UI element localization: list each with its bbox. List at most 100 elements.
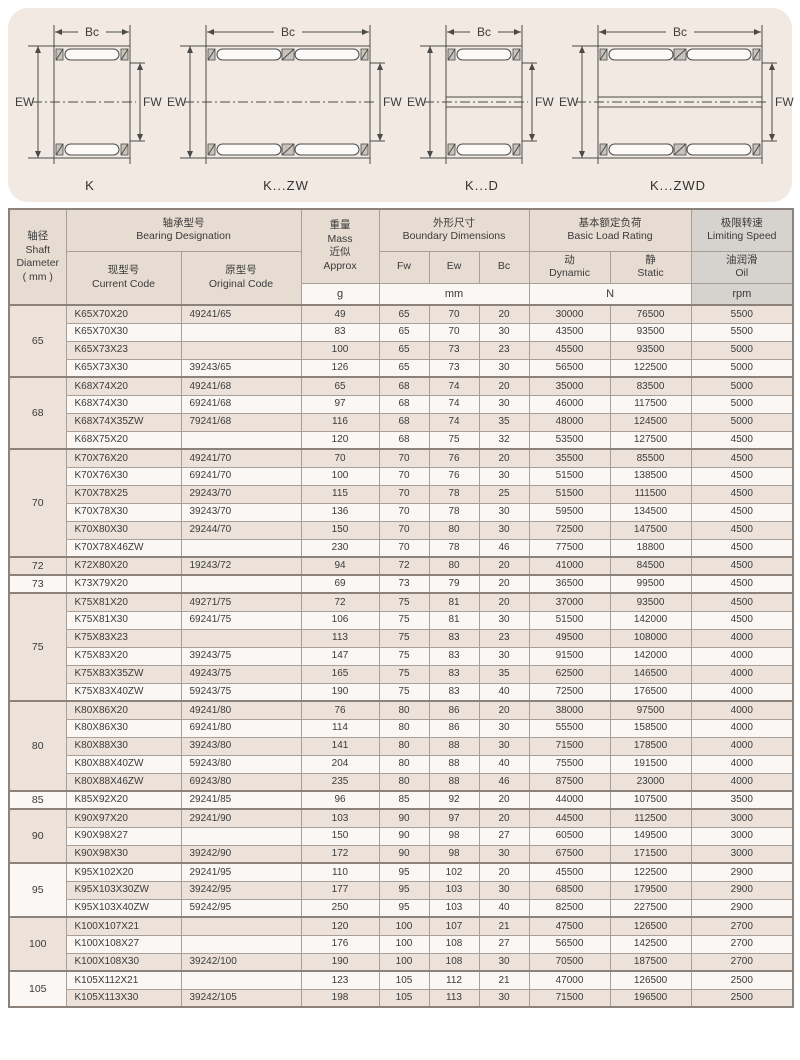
cell-current-code: K90X98X27 <box>65 826 182 846</box>
load-header-en: Basic Load Rating <box>567 230 653 243</box>
cell-current-code: K100X108X27 <box>65 934 182 954</box>
dims-header-en: Boundary Dimensions <box>402 230 506 243</box>
cell-mass: 177 <box>300 880 380 900</box>
cell-static-load: 142000 <box>609 646 692 666</box>
cell-original-code: 39242/105 <box>180 988 302 1008</box>
table-row: 72 K72X80X20 19243/72 94 72 80 20 41000 84500 450… <box>8 556 794 576</box>
cell-bc: 30 <box>478 844 530 864</box>
cell-bc: 25 <box>478 484 530 504</box>
table-row: 95 K95X102X20 29241/95 110 95 102 20 45500 12250… <box>8 862 794 918</box>
unit-mass: g <box>300 282 380 306</box>
cell-shaft-diameter: 90 <box>8 808 67 864</box>
cell-bc: 30 <box>478 988 530 1008</box>
cell-dynamic-load: 48000 <box>528 412 611 432</box>
bearing-spec-table: 轴径 Shaft Diameter ( mm ) 轴承型号 Bearing De… <box>8 208 795 1009</box>
cell-oil-speed: 4000 <box>690 664 794 684</box>
shaft-header-en2: Diameter <box>16 257 60 270</box>
cell-bc: 30 <box>478 502 530 522</box>
table-row: K80X88X46ZW 69243/80 235 80 88 46 87500 23000 40… <box>9 772 794 792</box>
cell-current-code: K65X73X23 <box>65 340 182 360</box>
cell-current-code: K90X97X20 <box>65 808 182 828</box>
cell-original-code: 39243/70 <box>180 502 302 522</box>
cell-ew: 113 <box>428 988 480 1008</box>
cell-oil-speed: 4500 <box>690 538 794 558</box>
cell-bc: 30 <box>478 358 530 378</box>
diagram-label: K <box>85 177 95 193</box>
bearing-diagram-KZW: Bc EW FW K...ZW <box>166 20 406 193</box>
cell-fw: 95 <box>378 880 430 900</box>
cell-fw: 90 <box>378 826 430 846</box>
cell-mass: 123 <box>300 970 380 990</box>
table-row: K80X88X30 39243/80 141 80 88 30 71500 178500 400… <box>9 736 794 756</box>
cell-oil-speed: 2500 <box>690 988 794 1008</box>
cell-dynamic-load: 72500 <box>528 682 611 702</box>
cell-shaft-diameter: 75 <box>8 592 67 702</box>
cell-oil-speed: 2700 <box>690 916 794 936</box>
col-header-dynamic: 动 Dynamic <box>528 250 611 284</box>
cell-ew: 98 <box>428 844 480 864</box>
cell-current-code: K105X113X30 <box>65 988 182 1008</box>
cell-oil-speed: 4000 <box>690 628 794 648</box>
cell-ew: 97 <box>428 808 480 828</box>
cell-bc: 20 <box>478 574 530 594</box>
cell-static-load: 158500 <box>609 718 692 738</box>
static-header-cn: 静 <box>645 253 656 266</box>
cell-bc: 30 <box>478 322 530 342</box>
cell-fw: 80 <box>378 772 430 792</box>
cell-shaft-diameter: 100 <box>8 916 67 972</box>
cell-static-load: 187500 <box>609 952 692 972</box>
cell-original-code: 29241/90 <box>180 808 302 828</box>
cell-current-code: K95X102X20 <box>65 862 182 882</box>
cell-mass: 190 <box>300 682 380 702</box>
cell-current-code: K80X88X40ZW <box>65 754 182 774</box>
cell-original-code: 39242/90 <box>180 844 302 864</box>
cell-original-code <box>180 340 302 360</box>
table-row: 90 K90X97X20 29241/90 103 90 97 20 44500 112500 3… <box>8 808 794 864</box>
cell-static-load: 112500 <box>609 808 692 828</box>
cell-fw: 105 <box>378 970 430 990</box>
original-code-header-en: Original Code <box>208 277 274 290</box>
cell-mass: 100 <box>300 466 380 486</box>
mass-header-en2: Approx <box>323 260 357 273</box>
table-row: 68 K68X74X20 49241/68 65 68 74 20 35000 83500 500… <box>8 376 794 450</box>
cell-current-code: K68X74X30 <box>65 394 182 414</box>
cell-mass: 165 <box>300 664 380 684</box>
cell-oil-speed: 4500 <box>690 556 794 576</box>
original-code-header-cn: 原型号 <box>225 264 257 277</box>
cell-static-load: 97500 <box>609 700 692 720</box>
cell-bc: 23 <box>478 628 530 648</box>
cell-dynamic-load: 67500 <box>528 844 611 864</box>
cell-static-load: 126500 <box>609 970 692 990</box>
cell-ew: 83 <box>428 664 480 684</box>
table-row: K75X81X30 69241/75 106 75 81 30 51500 142000 450… <box>9 610 794 630</box>
cell-ew: 98 <box>428 826 480 846</box>
cell-mass: 114 <box>300 718 380 738</box>
svg-text:FW: FW <box>775 95 794 109</box>
cell-current-code: K90X98X30 <box>65 844 182 864</box>
col-header-limiting-speed: 极限转速 Limiting Speed <box>690 208 794 252</box>
cell-mass: 70 <box>300 448 380 468</box>
cell-fw: 68 <box>378 394 430 414</box>
bearing-diagram-K: Bc EW FW K <box>14 20 166 193</box>
cell-oil-speed: 4500 <box>690 610 794 630</box>
cell-original-code: 69241/68 <box>180 394 302 414</box>
cell-bc: 35 <box>478 664 530 684</box>
svg-text:Bc: Bc <box>85 25 99 39</box>
cell-bc: 46 <box>478 538 530 558</box>
col-header-oil: 油润滑 Oil <box>690 250 794 284</box>
table-row: 73 K73X79X20 69 73 79 20 36500 99500 4500 <box>8 574 794 594</box>
cell-mass: 235 <box>300 772 380 792</box>
cell-original-code: 39242/95 <box>180 880 302 900</box>
table-row: K80X86X30 69241/80 114 80 86 30 55500 158500 400… <box>9 718 794 738</box>
cell-bc: 40 <box>478 898 530 918</box>
speed-header-cn: 极限转速 <box>720 216 763 229</box>
cell-current-code: K75X81X30 <box>65 610 182 630</box>
unit-speed: rpm <box>690 282 794 306</box>
oil-header-en: Oil <box>735 267 749 280</box>
cell-oil-speed: 5000 <box>690 358 794 378</box>
cell-oil-speed: 4500 <box>690 466 794 486</box>
cell-dynamic-load: 51500 <box>528 466 611 486</box>
cell-ew: 78 <box>428 484 480 504</box>
cell-mass: 106 <box>300 610 380 630</box>
cell-fw: 68 <box>378 412 430 432</box>
